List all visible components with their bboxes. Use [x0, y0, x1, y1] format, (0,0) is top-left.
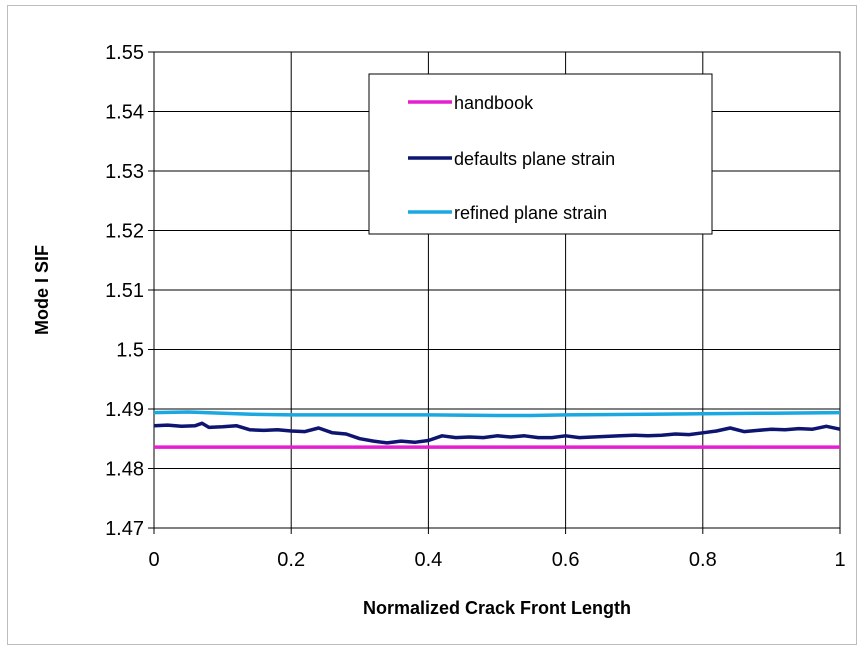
legend: handbook defaults plane strain refined pla… — [368, 73, 713, 235]
y-tick-label: 1.55 — [105, 42, 144, 64]
x-tick-label: 0 — [148, 549, 159, 571]
x-tick-label: 1 — [834, 549, 845, 571]
y-axis-title: Mode I SIF — [32, 245, 52, 335]
series-line-defaults-plane-strain — [153, 421, 841, 445]
y-tick-label: 1.48 — [105, 459, 144, 481]
legend-label-refined-plane-strain: refined plane strain — [454, 203, 607, 223]
series-group — [153, 410, 841, 449]
x-tick-label: 0.4 — [414, 549, 442, 571]
x-axis-title: Normalized Crack Front Length — [363, 598, 631, 618]
y-tick-label: 1.52 — [105, 221, 144, 243]
y-tick-label: 1.5 — [116, 340, 144, 362]
x-tick-label: 0.8 — [689, 549, 717, 571]
y-tick-label: 1.54 — [105, 102, 144, 124]
tick-labels: 0 0.2 0.4 0.6 0.8 1 1.47 1.48 1.49 1.5 1.51 1.52 1.5… — [105, 42, 846, 571]
y-tick-label: 1.49 — [105, 399, 144, 421]
gridlines — [154, 52, 840, 528]
y-tick-label: 1.53 — [105, 161, 144, 183]
legend-label-handbook: handbook — [454, 93, 534, 113]
y-tick-label: 1.47 — [105, 518, 144, 540]
x-tick-label: 0.6 — [552, 549, 580, 571]
y-tick-label: 1.51 — [105, 280, 144, 302]
axis-lines — [148, 51, 841, 534]
legend-label-defaults-plane-strain: defaults plane strain — [454, 149, 615, 169]
chart-frame — [7, 5, 857, 645]
x-tick-label: 0.2 — [277, 549, 305, 571]
series-line-refined-plane-strain — [153, 410, 841, 418]
